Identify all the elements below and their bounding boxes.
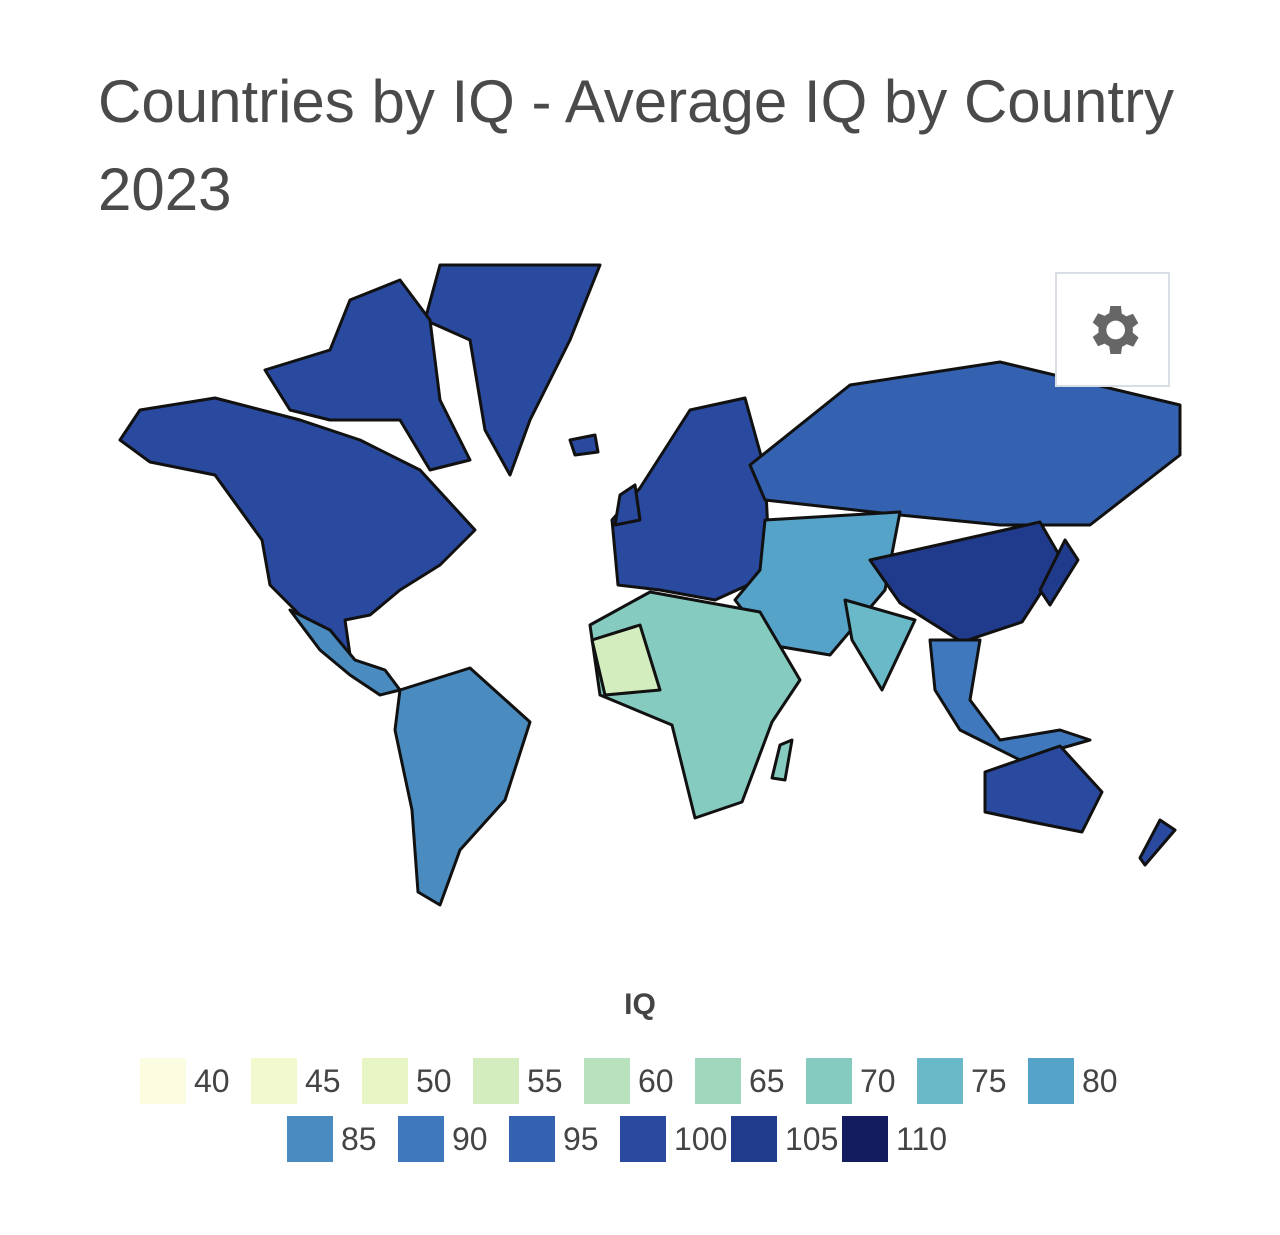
legend-item: 60 [584,1058,674,1104]
legend-swatch [140,1058,186,1104]
legend-swatch [287,1116,333,1162]
legend-label: 40 [194,1062,230,1099]
gear-icon [1092,305,1139,354]
africa [588,590,802,820]
legend-item: 70 [806,1058,896,1104]
legend-item: 80 [1028,1058,1118,1104]
legend-item: 40 [140,1058,230,1104]
legend-label: 60 [638,1062,674,1099]
legend-item: 85 [287,1116,377,1162]
legend-item: 105 [731,1116,838,1162]
legend-label: 70 [860,1062,896,1099]
legend-swatch [806,1058,852,1104]
legend-swatch [509,1116,555,1162]
legend-item: 110 [842,1116,947,1162]
west-africa [590,623,662,697]
legend-swatch [620,1116,666,1162]
legend-item: 55 [473,1058,563,1104]
page-title: Countries by IQ - Average IQ by Country … [98,68,1175,223]
legend-title: IQ [624,988,656,1021]
legend-label: 105 [785,1120,839,1157]
legend-label: 100 [674,1120,728,1157]
legend-label: 85 [341,1120,377,1157]
legend-item: 50 [362,1058,452,1104]
legend-swatch [362,1058,408,1104]
legend-swatch [842,1116,888,1162]
legend-label: 80 [1082,1062,1118,1099]
greenland [423,263,602,477]
south-america [393,666,532,907]
legend-label: 90 [452,1120,488,1157]
australia [983,744,1104,834]
map-regions [118,263,1182,907]
legend-label: 45 [305,1062,341,1099]
legend-label: 50 [416,1062,452,1099]
uk [613,483,642,527]
legend-label: 95 [563,1120,599,1157]
legend-item: 90 [398,1116,488,1162]
legend-swatch [1028,1058,1074,1104]
legend-swatch [473,1058,519,1104]
legend-item: 45 [251,1058,341,1104]
north-america [118,396,477,657]
legend-swatch [584,1058,630,1104]
india [843,598,917,692]
legend-item: 75 [917,1058,1007,1104]
iceland [568,433,600,457]
legend-swatch [917,1058,963,1104]
legend-item: 65 [695,1058,785,1104]
legend-swatch [695,1058,741,1104]
russia [748,360,1182,527]
legend-label: 110 [896,1120,948,1157]
japan [1038,538,1080,607]
southeast-asia [928,638,1092,762]
legend-item: 95 [509,1116,599,1162]
world-map [118,263,1182,907]
settings-button[interactable] [1055,272,1170,387]
legend-label: 75 [971,1062,1007,1099]
madagascar [770,738,794,782]
new-zealand [1138,818,1177,867]
legend-item: 100 [620,1116,727,1162]
arctic-islands [263,278,472,472]
legend-label: 55 [527,1062,563,1099]
legend-swatch [731,1116,777,1162]
legend-swatch [398,1116,444,1162]
legend-swatch [251,1058,297,1104]
legend-label: 65 [749,1062,785,1099]
